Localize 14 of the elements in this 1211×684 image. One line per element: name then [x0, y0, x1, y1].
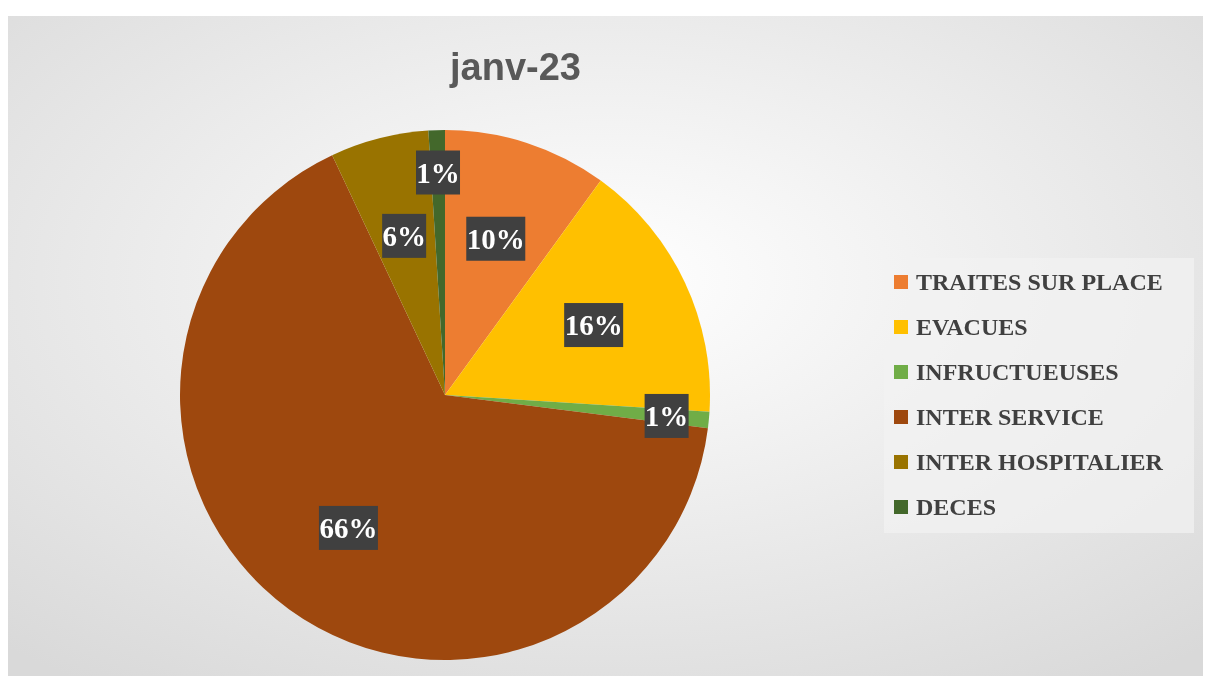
legend-label: DECES	[916, 494, 997, 520]
data-label: 1%	[644, 399, 689, 432]
chart-title: janv-23	[449, 46, 581, 88]
legend-label: INTER SERVICE	[916, 404, 1104, 430]
legend-label: EVACUES	[916, 314, 1028, 340]
data-label: 66%	[319, 511, 378, 544]
pie-slice	[180, 155, 708, 660]
legend-label: INTER HOSPITALIER	[916, 449, 1164, 475]
data-label: 16%	[564, 309, 623, 342]
legend-label: TRAITES SUR PLACE	[916, 269, 1163, 295]
legend-label: INFRUCTUEUSES	[916, 359, 1119, 385]
data-label: 10%	[466, 222, 525, 255]
data-label: 6%	[382, 219, 426, 252]
data-label: 1%	[416, 156, 460, 189]
